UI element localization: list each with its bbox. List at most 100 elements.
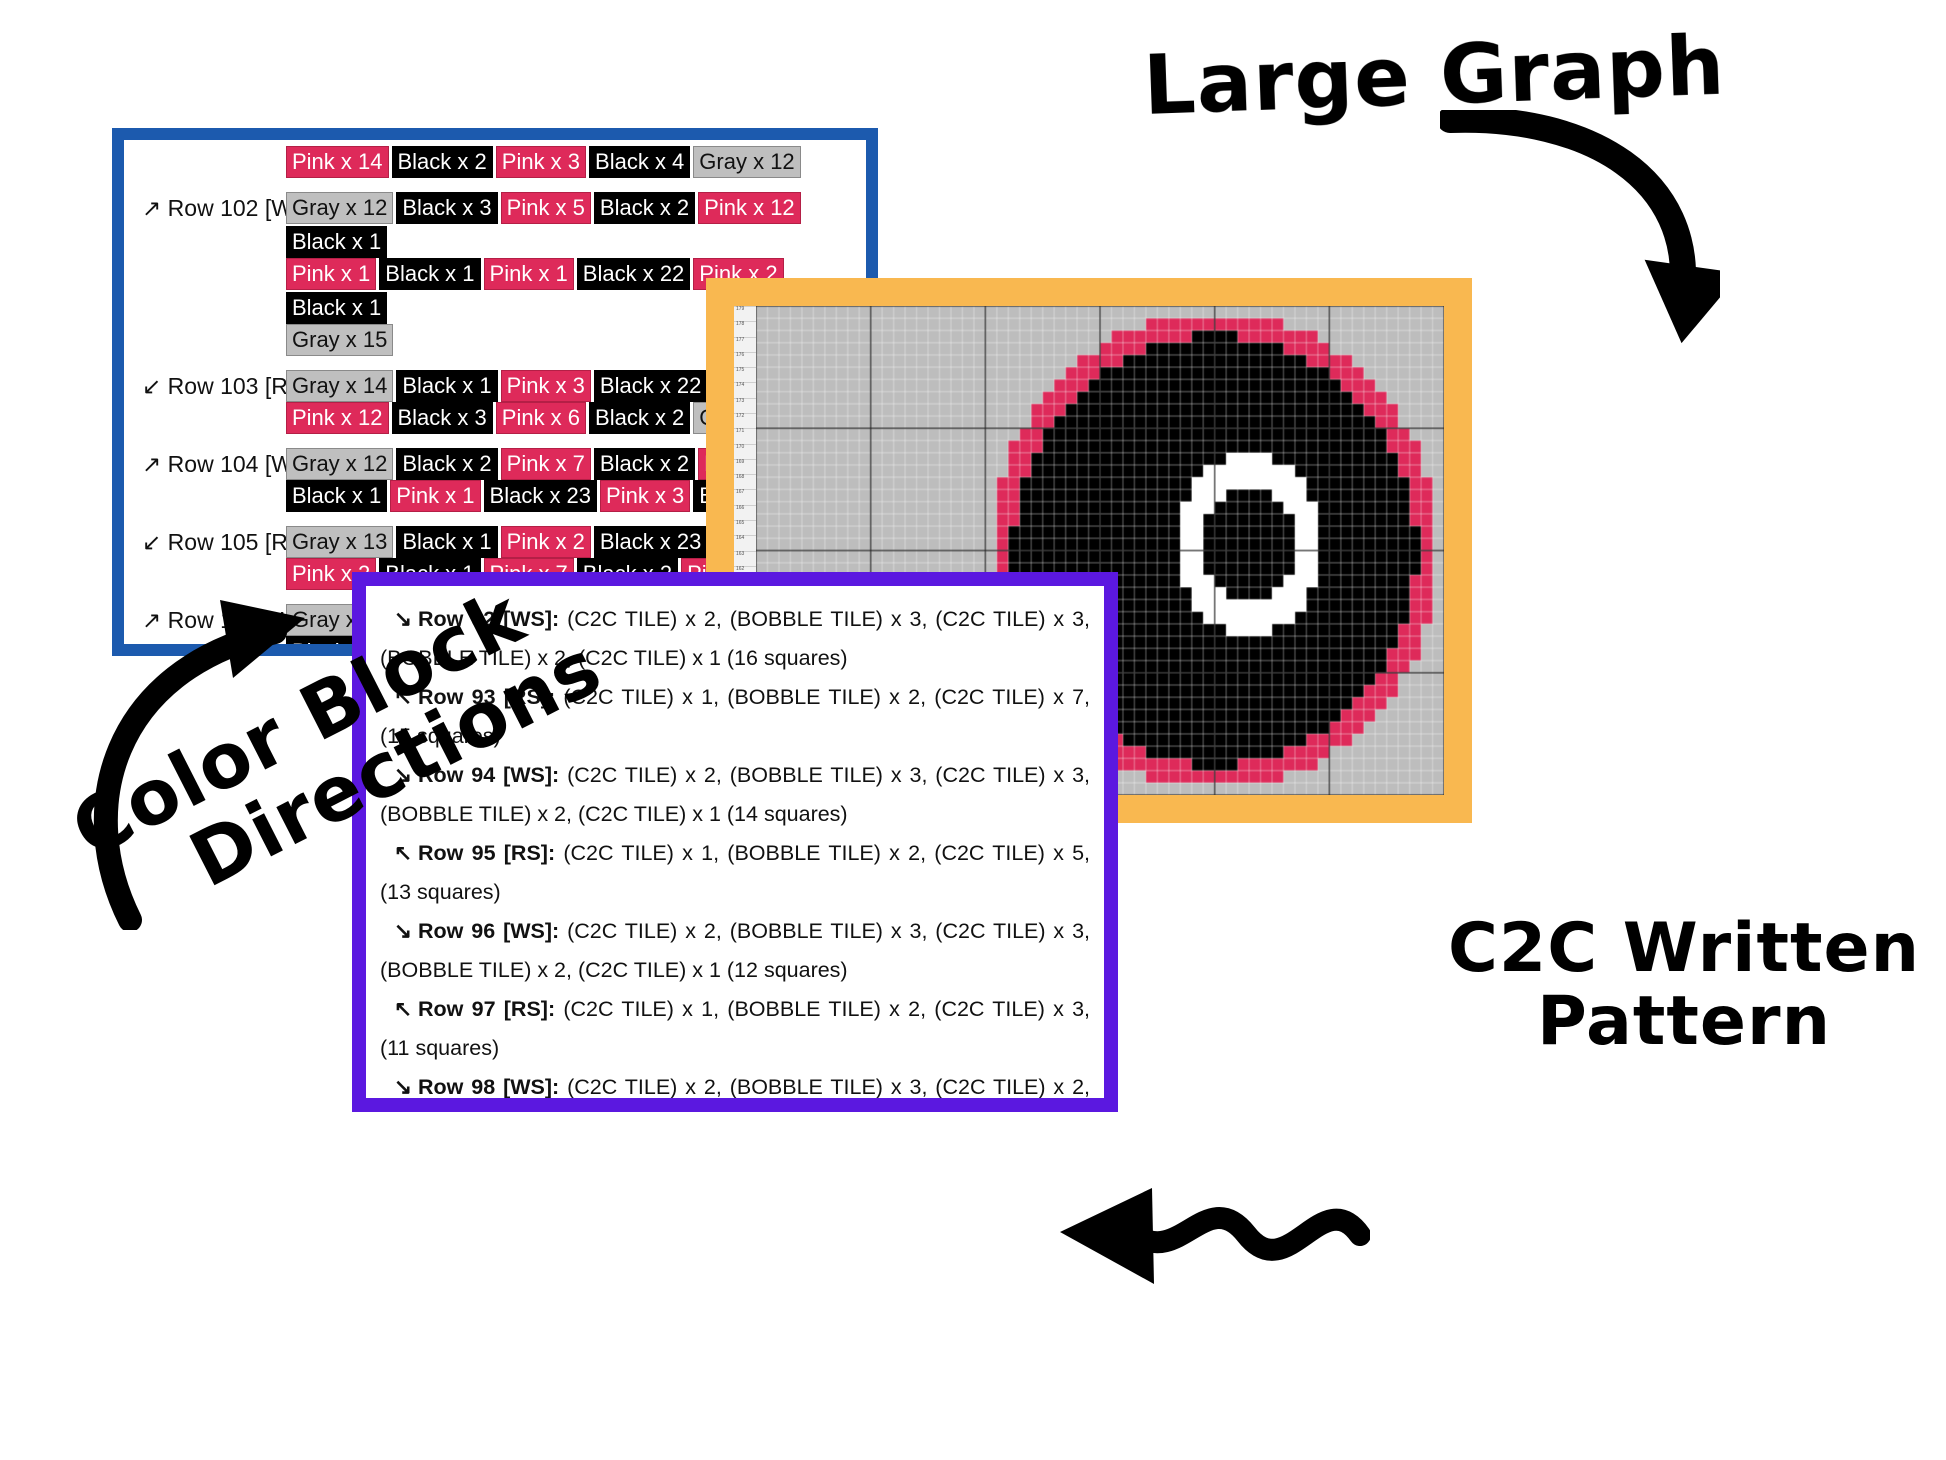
c2c-row: ↘ Row 96 [WS]: (C2C TILE) x 2, (BOBBLE TI…	[380, 912, 1090, 990]
color-block-chip: Gray x 14	[286, 370, 394, 402]
c2c-row-label: Row 95 [RS]:	[418, 841, 556, 865]
graph-ruler-tick: 164	[734, 535, 756, 550]
color-block-chip-group: Gray x 12 Black x 3 Pink x 5 Black x 2 Pink …	[286, 192, 866, 258]
graph-ruler-tick: 173	[734, 397, 756, 413]
c2c-row-label: Row 93 [RS]:	[418, 685, 556, 709]
color-block-chip: Pink x 3	[600, 480, 691, 512]
color-block-chip: Black x 1	[286, 292, 388, 324]
color-block-row-label: ↗ Row 106 [WS]:	[142, 607, 322, 633]
color-block-chip: Gray x 15	[286, 324, 394, 356]
color-block-chip: Black x 23	[483, 480, 598, 512]
c2c-direction-arrow-icon: ↖	[394, 841, 413, 865]
color-block-row-label: ↙ Row 103 [RS]:	[142, 373, 316, 399]
annotation-large-graph: Large Graph	[1141, 18, 1727, 134]
color-block-chip: Pink x 14	[286, 146, 389, 178]
c2c-written-pattern-panel: ↘ Row 92 [WS]: (C2C TILE) x 2, (BOBBLE TI…	[352, 572, 1118, 1112]
c2c-direction-arrow-icon: ↘	[394, 763, 413, 787]
c2c-row-instructions: (C2C TILE) x 2, (BOBBLE TILE) x 3, (C2C …	[567, 1075, 1091, 1099]
color-block-chip: Black x 3	[391, 402, 493, 434]
graph-ruler-tick: 174	[734, 382, 756, 397]
c2c-row-instructions: (C2C TILE) x 2, (BOBBLE TILE) x 3, (C2C …	[380, 919, 1091, 982]
c2c-row-label: Row 96 [WS]:	[418, 919, 560, 943]
arrow-to-c2c-pattern-icon	[1060, 1188, 1370, 1284]
c2c-row-instructions: (C2C TILE) x 2, (BOBBLE TILE) x 3, (C2C …	[380, 763, 1091, 826]
c2c-row: ↘ Row 94 [WS]: (C2C TILE) x 2, (BOBBLE TI…	[380, 756, 1090, 834]
color-block-row-label: ↙ Row 105 [RS]:	[142, 529, 316, 555]
color-block-row: ↗ Row 102 [WS]: Gray x 12 Black x 3 Pink x …	[124, 192, 866, 356]
graph-ruler-tick: 176	[734, 351, 756, 367]
graph-ruler-tick: 166	[734, 504, 756, 520]
color-block-chip: Black x 4	[589, 146, 691, 178]
color-block-chip: Pink x 1	[286, 258, 377, 290]
color-block-chip: Black x 2	[391, 146, 493, 178]
color-block-chip: Black x 2	[593, 192, 696, 224]
graph-ruler-tick: 177	[734, 336, 756, 352]
annotation-c2c-line1: C2C Written	[1448, 909, 1920, 988]
color-block-chip: Gray x 12	[286, 448, 394, 480]
color-block-chip: Gray x 12	[286, 192, 394, 224]
graph-ruler-tick: 162	[734, 565, 756, 581]
graph-ruler-tick: 179	[734, 306, 756, 321]
graph-ruler-tick: 169	[734, 458, 756, 474]
color-block-chip: Pink x 12	[698, 192, 801, 224]
color-block-row-label: ↗ Row 102 [WS]:	[142, 195, 322, 221]
graph-ruler-tick: 178	[734, 321, 756, 336]
color-block-chip: Black x 2	[593, 448, 696, 480]
color-block-chip: Pink x 1	[483, 258, 574, 290]
c2c-text-body: ↘ Row 92 [WS]: (C2C TILE) x 2, (BOBBLE TI…	[366, 586, 1104, 1099]
c2c-row-instructions: (C2C TILE) x 1, (BOBBLE TILE) x 2, (C2C …	[380, 997, 1090, 1060]
graph-ruler-tick: 172	[734, 412, 756, 428]
color-block-chip: Pink x 1	[390, 480, 481, 512]
color-block-chip: Black x 1	[286, 226, 388, 258]
c2c-direction-arrow-icon: ↘	[394, 919, 413, 943]
color-block-chip: Gray x 12	[693, 146, 801, 178]
c2c-row-instructions: (C2C TILE) x 1, (BOBBLE TILE) x 2, (C2C …	[380, 841, 1090, 904]
color-block-chip: Black x 1	[396, 370, 498, 402]
c2c-row-label: Row 97 [RS]:	[418, 997, 556, 1021]
graph-ruler-tick: 168	[734, 474, 756, 489]
c2c-row: ↖ Row 93 [RS]: (C2C TILE) x 1, (BOBBLE TI…	[380, 678, 1090, 756]
c2c-row: ↘ Row 98 [WS]: (C2C TILE) x 2, (BOBBLE TI…	[380, 1068, 1091, 1099]
color-block-line: Gray x 15	[124, 324, 866, 356]
c2c-row-label: Row 98 [WS]:	[418, 1075, 560, 1099]
color-block-row-label: ↗ Row 104 [WS]:	[142, 451, 322, 477]
c2c-direction-arrow-icon: ↘	[394, 1075, 413, 1099]
color-block-chip: Black x 3	[396, 192, 498, 224]
graph-ruler-tick: 167	[734, 489, 756, 504]
c2c-row-label: Row 94 [WS]:	[418, 763, 560, 787]
color-block-chip: Black x 2	[589, 402, 691, 434]
c2c-direction-arrow-icon: ↖	[394, 997, 413, 1021]
color-block-chip: Black x 22	[576, 258, 691, 290]
c2c-row: ↖ Row 97 [RS]: (C2C TILE) x 1, (BOBBLE TI…	[380, 990, 1090, 1068]
graph-ruler-tick: 170	[734, 443, 756, 459]
c2c-row-instructions: (C2C TILE) x 1, (BOBBLE TILE) x 2, (C2C …	[380, 685, 1090, 748]
color-block-chip: Pink x 3	[495, 146, 587, 178]
color-block-line: ↗ Row 102 [WS]: Gray x 12 Black x 3 Pink x …	[124, 192, 866, 258]
c2c-direction-arrow-icon: ↘	[394, 607, 413, 631]
color-block-chip-group: Gray x 15	[286, 324, 866, 356]
graph-ruler-tick: 163	[734, 550, 756, 566]
color-block-chip: Black x 1	[396, 526, 498, 558]
color-block-chip-group: Pink x 14 Black x 2 Pink x 3 Black x 4 Gray …	[286, 146, 866, 178]
annotation-c2c-line2: Pattern	[1537, 982, 1831, 1062]
c2c-row-label: Row 92 [WS]:	[418, 607, 560, 631]
graph-ruler-tick: 175	[734, 367, 756, 382]
c2c-direction-arrow-icon: ↖	[394, 685, 413, 709]
graph-ruler-tick: 165	[734, 519, 756, 535]
graph-ruler-tick: 171	[734, 428, 756, 443]
c2c-row: ↘ Row 92 [WS]: (C2C TILE) x 2, (BOBBLE TI…	[380, 600, 1090, 678]
color-block-chip: Pink x 6	[495, 402, 587, 434]
color-block-chip: Pink x 5	[500, 192, 591, 224]
color-block-chip: Pink x 7	[500, 448, 591, 480]
c2c-row-instructions: (C2C TILE) x 2, (BOBBLE TILE) x 3, (C2C …	[380, 607, 1091, 670]
arrow-to-large-graph-icon	[1440, 110, 1720, 344]
annotation-c2c-written-pattern: C2C Written Pattern	[1448, 912, 1920, 1059]
color-block-chip: Pink x 12	[286, 402, 389, 434]
color-block-chip: Black x 1	[286, 480, 388, 512]
color-block-line: Pink x 14 Black x 2 Pink x 3 Black x 4 Gray …	[124, 146, 866, 178]
color-block-chip: Pink x 2	[500, 526, 591, 558]
c2c-row: ↖ Row 95 [RS]: (C2C TILE) x 1, (BOBBLE TI…	[380, 834, 1090, 912]
color-block-chip: Black x 2	[396, 448, 498, 480]
color-block-chip: Black x 22	[593, 370, 708, 402]
color-block-chip: Pink x 3	[500, 370, 591, 402]
